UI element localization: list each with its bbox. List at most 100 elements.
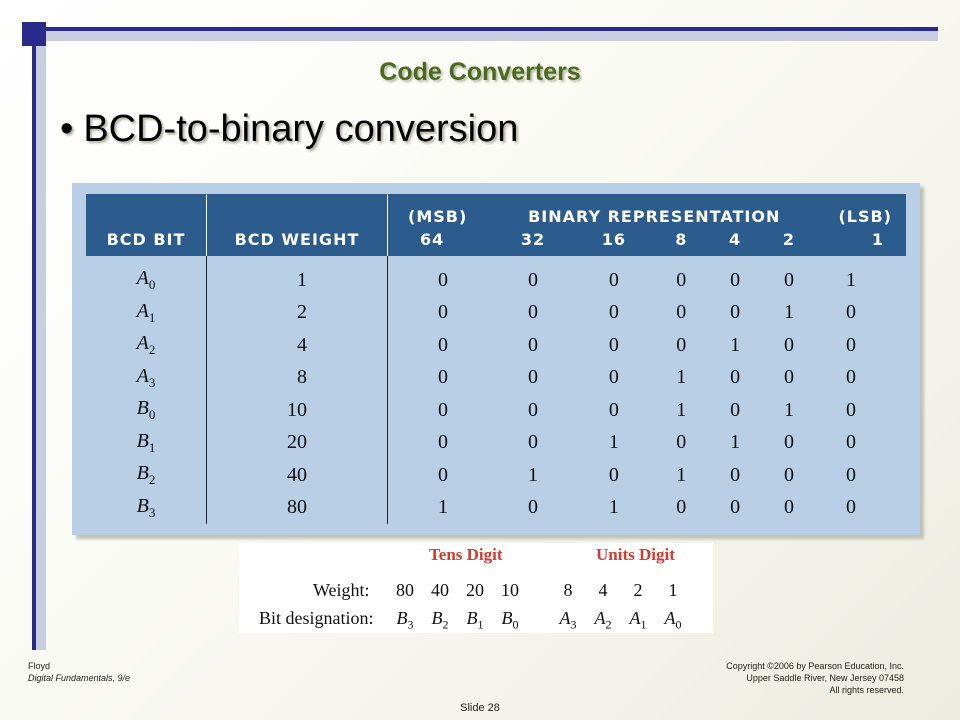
designation-letter: B (466, 608, 478, 628)
copyright-line: All rights reserved. (829, 685, 904, 695)
binary-bit-cell: 0 (527, 431, 538, 454)
binary-bit-cell: 0 (608, 268, 619, 291)
table-row: B0 10 0 0 0 1 0 1 0 (86, 394, 906, 427)
binary-bit-cell: 0 (527, 496, 538, 519)
binary-bit-cell: 1 (608, 431, 619, 454)
binary-bit-cell: 0 (846, 398, 856, 421)
binary-bit-cell: 0 (438, 333, 448, 356)
digit-weight-value: 4 (598, 580, 608, 600)
bit-subscript: 3 (148, 374, 156, 390)
designation-subscript: 3 (570, 617, 577, 632)
binary-bit-cell: 0 (784, 496, 794, 519)
bit-subscript: 2 (148, 342, 156, 358)
header-weight-2: 2 (762, 226, 816, 256)
bcd-bit-cell: A2 (86, 329, 207, 362)
bit-subscript: 0 (148, 277, 156, 293)
binary-bit-cell: 0 (846, 496, 856, 519)
digit-weight-value: 8 (563, 580, 573, 600)
table-row: A0 1 0 0 0 0 0 0 1 (86, 256, 906, 297)
binary-bit-cell: 0 (527, 398, 538, 421)
bullet-text: BCD-to-binary conversion (83, 108, 519, 150)
slide-number: Slide 28 (460, 702, 500, 714)
bcd-bit-cell: A3 (86, 361, 207, 394)
bcd-weight-cell: 8 (206, 361, 388, 394)
bcd-bit-cell: B3 (86, 491, 207, 524)
bcd-weight-cell: 4 (206, 329, 388, 362)
header-binary-representation: BINARY REPRESENTATION (492, 194, 816, 226)
binary-bit-cell: 0 (676, 496, 687, 519)
binary-bit-cell: 1 (730, 431, 741, 454)
digit-bit-designation: A3 (550, 608, 586, 633)
table-row: A3 8 0 0 0 1 0 0 0 (86, 361, 906, 394)
left-rule (32, 46, 36, 650)
header-weight-32: 32 (492, 226, 574, 256)
table-row: A2 4 0 0 0 0 1 0 0 (86, 329, 906, 362)
binary-bit-cell: 1 (676, 366, 687, 389)
binary-bit-cell: 1 (730, 333, 741, 356)
binary-bit-cell: 0 (527, 301, 538, 324)
bcd-weight-cell: 10 (206, 394, 388, 427)
digit-bit-designation: A2 (585, 608, 621, 633)
table-header-row-bottom: BCD BIT BCD WEIGHT 64 32 16 8 4 2 1 (86, 226, 906, 256)
binary-bit-cell: 0 (730, 301, 741, 324)
table-row: B1 20 0 0 1 0 1 0 0 (86, 426, 906, 459)
header-blank (86, 194, 207, 226)
table-row: A1 2 0 0 0 0 0 1 0 (86, 296, 906, 329)
designation-subscript: 1 (477, 617, 484, 632)
header-blank (206, 194, 388, 226)
header-weight-4: 4 (708, 226, 763, 256)
binary-bit-cell: 0 (608, 333, 619, 356)
units-digit-header: Units Digit (596, 545, 675, 564)
binary-bit-cell: 0 (676, 301, 687, 324)
bit-subscript: 1 (148, 309, 156, 325)
binary-bit-cell: 0 (846, 333, 856, 356)
digit-weight-value: 20 (466, 580, 484, 600)
copyright-line: Upper Saddle River, New Jersey 07458 (746, 673, 904, 683)
binary-bit-cell: 0 (438, 301, 448, 324)
designation-letter: B (501, 608, 513, 628)
bit-subscript: 0 (148, 407, 156, 423)
bcd-weight-cell: 20 (206, 426, 388, 459)
digit-weight-panel: Tens Digit Units Digit Weight: Bit desig… (239, 543, 713, 633)
bullet-dot-icon: • (60, 108, 74, 150)
bit-letter: B (136, 462, 149, 485)
digit-weight-value: 1 (668, 580, 678, 600)
designation-subscript: 3 (407, 617, 414, 632)
designation-letter: A (559, 608, 571, 628)
binary-bit-cell: 0 (438, 398, 448, 421)
digit-weight-value: 10 (501, 580, 519, 600)
designation-letter: B (396, 608, 408, 628)
bit-letter: B (136, 397, 149, 420)
binary-bit-cell: 0 (730, 398, 741, 421)
digit-weight-value: 2 (633, 580, 643, 600)
binary-bit-cell: 0 (730, 463, 741, 486)
binary-bit-cell: 0 (438, 463, 448, 486)
bcd-bit-cell: B0 (86, 394, 207, 427)
binary-bit-cell: 0 (676, 431, 687, 454)
bit-subscript: 2 (148, 472, 156, 488)
copyright-line: Copyright ©2006 by Pearson Education, In… (726, 661, 904, 671)
bcd-bit-cell: B1 (86, 426, 207, 459)
bit-letter: B (136, 494, 149, 517)
binary-bit-cell: 1 (527, 463, 538, 486)
footer-copyright: Copyright ©2006 by Pearson Education, In… (726, 660, 904, 696)
bit-letter: A (136, 299, 149, 322)
binary-bit-cell: 0 (608, 366, 619, 389)
binary-bit-cell: 0 (730, 268, 741, 291)
bit-subscript: 3 (148, 504, 156, 520)
bit-subscript: 1 (148, 439, 156, 455)
footer-author: Floyd Digital Fundamentals, 9/e (28, 660, 130, 684)
binary-bit-cell: 0 (676, 333, 687, 356)
bcd-weight-cell: 40 (206, 459, 388, 492)
designation-subscript: 2 (442, 617, 449, 632)
bcd-binary-table-panel: (MSB) BINARY REPRESENTATION (LSB) BCD BI… (72, 183, 920, 535)
bit-designation-label: Bit designation: (259, 608, 374, 628)
designation-letter: B (431, 608, 443, 628)
bcd-bit-cell: A1 (86, 296, 207, 329)
binary-bit-cell: 0 (527, 333, 538, 356)
bcd-bit-cell: A0 (86, 256, 207, 297)
bcd-binary-table: (MSB) BINARY REPRESENTATION (LSB) BCD BI… (86, 194, 906, 524)
header-lsb: (LSB) (815, 194, 906, 226)
header-msb: (MSB) (387, 194, 493, 226)
table-row: B3 80 1 0 1 0 0 0 0 (86, 491, 906, 524)
